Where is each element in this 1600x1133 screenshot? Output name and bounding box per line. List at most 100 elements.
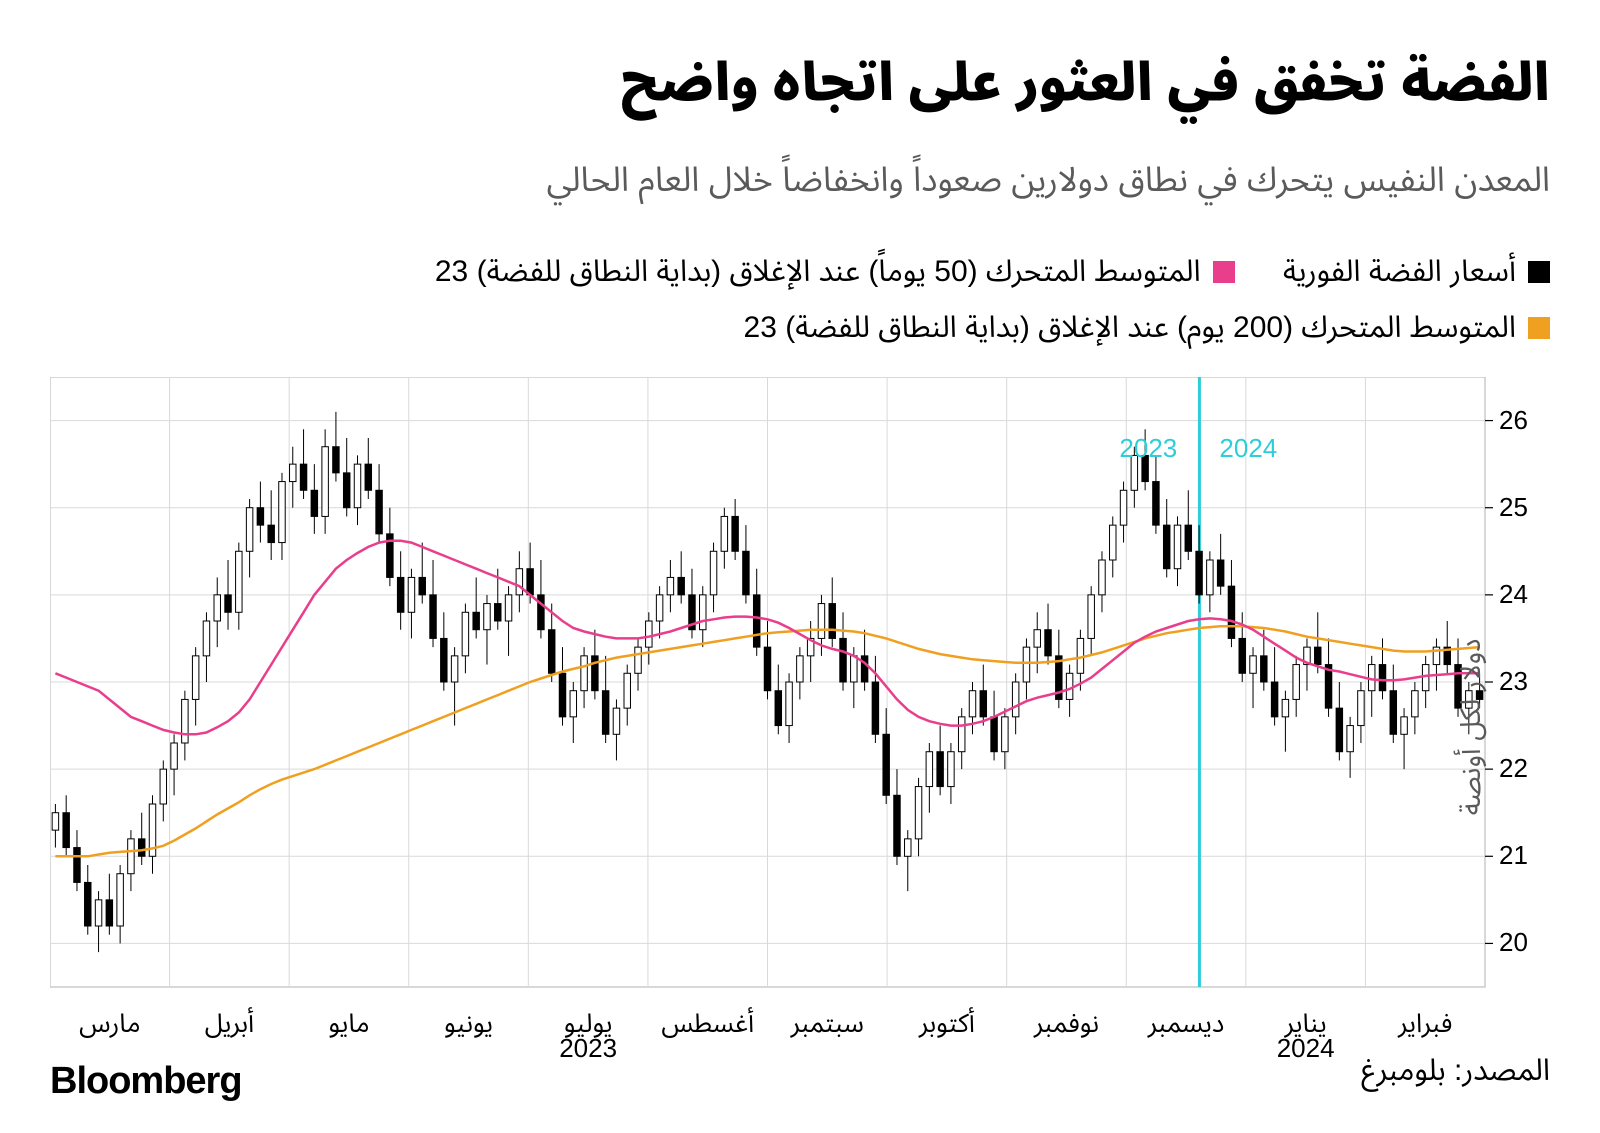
candle-body [1066,673,1072,699]
candle-body [1185,525,1191,551]
candle-body [495,604,501,621]
swatch-ma50 [1213,261,1235,283]
candle-body [656,595,662,621]
candle-body [1088,595,1094,639]
candle-body [138,839,144,856]
source-text: المصدر: بلومبرغ [1361,1040,1550,1103]
candle-body [1023,647,1029,682]
candle-body [1099,560,1105,595]
candle-body [1336,708,1342,752]
candle-body [1401,717,1407,734]
candle-body [635,647,641,673]
candle-body [991,717,997,752]
candle-body [915,787,921,839]
candle-body [117,874,123,926]
candle-body [969,691,975,717]
candle-body [861,656,867,682]
candle-body [246,508,252,552]
legend-label-ma200: المتوسط المتحرك (200 يوم) عند الإغلاق (ب… [744,301,1516,355]
candle-body [182,699,188,743]
candle-body [721,516,727,551]
candle-body [678,577,684,594]
candle-body [311,490,317,516]
ytick-label: 25 [1499,492,1528,523]
candle-body [1228,586,1234,638]
candle-body [85,882,91,926]
candle-body [1293,665,1299,700]
candle-body [441,638,447,682]
candle-body [743,551,749,595]
candle-body [236,551,242,612]
candle-body [365,464,371,490]
candle-body [1196,551,1202,595]
candle-body [883,734,889,795]
candle-body [1207,560,1213,595]
candle-body [894,795,900,856]
candle-body [106,900,112,926]
year-marker-2024: 2024 [1219,433,1277,464]
legend-item-spot: أسعار الفضة الفورية [1283,245,1550,299]
candle-body [1315,647,1321,664]
candle-body [451,656,457,682]
candle-body [818,604,824,639]
candle-body [1012,682,1018,717]
candle-body [753,595,759,647]
candle-body [646,621,652,647]
ytick-label: 20 [1499,927,1528,958]
candle-body [700,595,706,630]
candle-body [397,577,403,612]
candle-body [462,612,468,656]
candle-body [1358,691,1364,726]
candle-body [602,691,608,735]
chart-title: الفضة تخفق في العثور على اتجاه واضح [50,30,1550,139]
candle-body [484,604,490,630]
chart-subtitle: المعدن النفيس يتحرك في نطاق دولارين صعود… [50,145,1550,217]
ytick-label: 24 [1499,579,1528,610]
candle-body [559,673,565,717]
candle-body [128,839,134,874]
candle-body [732,516,738,551]
legend: أسعار الفضة الفورية المتوسط المتحرك (50 … [50,245,1550,357]
candle-body [570,691,576,717]
candle-body [95,900,101,926]
candle-body [1422,665,1428,691]
candle-body [710,551,716,595]
candle-body [1120,490,1126,525]
candle-body [1390,691,1396,735]
candle-body [1002,717,1008,752]
candle-body [343,473,349,508]
candle-body [419,577,425,594]
candle-body [1347,726,1353,752]
candle-body [1163,525,1169,569]
candle-body [257,508,263,525]
candle-body [786,682,792,726]
candle-body [958,717,964,752]
candle-body [516,569,522,595]
candle-body [505,595,511,621]
candle-body [775,691,781,726]
candle-body [548,630,554,674]
candle-body [872,682,878,734]
candle-body [52,813,58,830]
candle-body [905,839,911,856]
ytick-label: 23 [1499,666,1528,697]
candle-body [937,752,943,787]
ytick-label: 22 [1499,753,1528,784]
candle-body [1239,638,1245,673]
candle-body [268,525,274,542]
candle-body [214,595,220,621]
candle-body [851,656,857,682]
candle-body [1217,560,1223,586]
candle-body [840,638,846,682]
chart-svg [50,377,1550,1077]
candle-body [764,647,770,691]
candle-body [354,464,360,508]
chart: 20212223242526دولار لكل أونصةمارسأبريلما… [50,377,1550,1077]
candle-body [926,752,932,787]
candle-body [290,464,296,481]
candle-body [948,752,954,787]
candle-body [473,612,479,629]
legend-label-spot: أسعار الفضة الفورية [1283,245,1516,299]
legend-item-ma200: المتوسط المتحرك (200 يوم) عند الإغلاق (ب… [744,301,1550,355]
candle-body [667,577,673,594]
